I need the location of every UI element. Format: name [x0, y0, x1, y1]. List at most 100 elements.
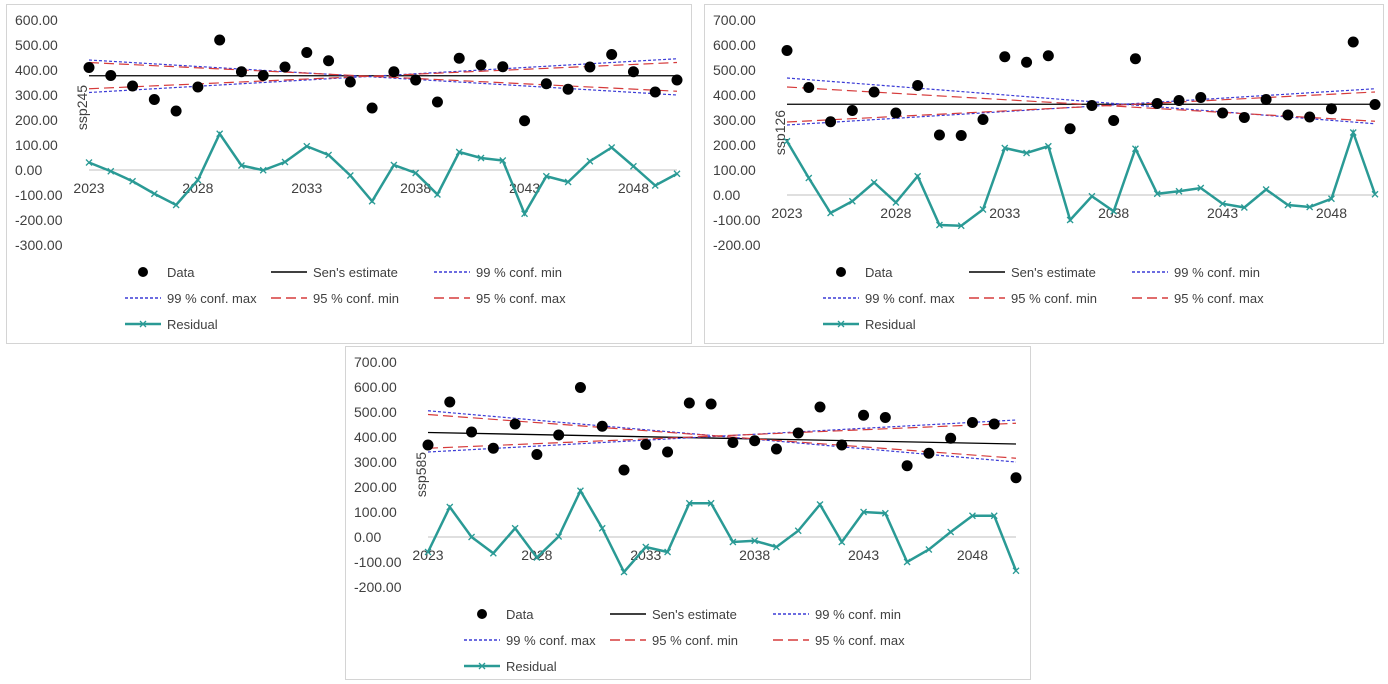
residual-marker	[489, 549, 497, 557]
residual-marker	[1349, 129, 1357, 136]
y-tick-label: 400.00	[713, 87, 756, 103]
residual-marker	[455, 148, 463, 156]
data-point	[1021, 56, 1033, 68]
y-tick-label: 400.00	[354, 429, 397, 445]
residual-marker	[1012, 567, 1020, 575]
residual-marker	[555, 533, 563, 540]
data-point	[1064, 123, 1076, 135]
conf99-max-line	[786, 77, 1376, 125]
residual-marker	[629, 162, 637, 170]
data-point	[781, 45, 793, 56]
chart-panel-ssp585: 700.00 600.00 500.00 400.00 300.00 200.00 100.…	[345, 346, 1031, 684]
data-point	[562, 83, 574, 95]
y-tick-label: 200.00	[15, 112, 58, 128]
chart-panel-ssp245: 600.00 500.00 400.00 300.00 200.00 100.00 0.00…	[6, 4, 692, 344]
residual-marker	[935, 221, 943, 229]
residual-marker	[1219, 200, 1227, 208]
residual-marker	[477, 154, 485, 162]
residual-marker	[1240, 204, 1248, 211]
y-tick-label: 700.00	[354, 354, 397, 370]
legend-conf95-min-label: 95 % conf. min	[313, 291, 399, 306]
x-tick-label: 2028	[880, 205, 911, 221]
residual-marker	[368, 197, 376, 205]
residual-marker	[838, 538, 846, 546]
data-point	[431, 96, 443, 108]
data-point	[410, 74, 422, 86]
x-tick-label: 2038	[739, 547, 770, 563]
y-tick-label: -100.00	[15, 187, 63, 203]
legend-conf99-min-label: 99 % conf. min	[815, 607, 901, 622]
data-point	[475, 59, 487, 71]
legend-data-label: Data	[506, 607, 534, 622]
y-tick-label: 0.00	[713, 187, 740, 203]
residual-marker	[914, 172, 922, 180]
conf95-min-line	[786, 91, 1376, 123]
residual-marker	[947, 528, 955, 536]
data-point	[235, 66, 247, 78]
legend-residual-marker	[837, 320, 845, 328]
residual-marker	[707, 499, 715, 507]
residual-marker	[1066, 216, 1074, 224]
legend-data-symbol	[477, 609, 487, 619]
data-point	[868, 86, 880, 98]
data-point	[858, 409, 870, 421]
chart-ssp245: 600.00 500.00 400.00 300.00 200.00 100.00 0.00…	[15, 12, 683, 342]
data-point	[279, 61, 291, 73]
residual-marker	[499, 157, 507, 164]
residual-marker	[1175, 187, 1183, 195]
residual-marker	[729, 538, 737, 546]
residual-marker	[608, 144, 616, 151]
data-point	[846, 105, 858, 116]
data-point	[727, 437, 739, 448]
residual-marker	[1262, 186, 1270, 193]
residual-marker	[794, 527, 802, 535]
data-point	[890, 107, 902, 119]
residual-marker	[892, 199, 900, 206]
legend-residual-label: Residual	[506, 659, 557, 674]
residual-marker	[673, 170, 681, 178]
data-point	[901, 460, 913, 472]
data-point	[466, 426, 478, 438]
data-point	[955, 130, 967, 141]
legend-residual-label: Residual	[167, 317, 218, 332]
x-tick-label: 2023	[412, 547, 443, 563]
chart-ssp126: 700.00 600.00 500.00 400.00 300.00 200.00 100.…	[713, 12, 1381, 342]
data-point	[444, 396, 456, 408]
data-point	[879, 412, 891, 423]
y-tick-label: 300.00	[15, 87, 58, 103]
residual-marker	[805, 174, 813, 182]
data-point	[553, 429, 565, 441]
residual-marker	[446, 503, 454, 511]
y-tick-label: 200.00	[354, 479, 397, 495]
x-tick-label: 2038	[400, 180, 431, 196]
residual-marker	[346, 172, 354, 179]
residual-marker	[598, 524, 606, 532]
residual-marker	[783, 137, 791, 145]
residual-marker	[881, 509, 889, 517]
y-tick-label: 300.00	[713, 112, 756, 128]
data-point	[1151, 98, 1163, 109]
residual-line	[88, 131, 678, 217]
conf95-min-line	[427, 422, 1017, 449]
data-point	[519, 115, 531, 127]
residual-marker	[1197, 184, 1205, 192]
residual-marker	[925, 546, 933, 553]
residual-marker	[1023, 149, 1031, 157]
residual-marker	[816, 501, 824, 508]
x-tick-label: 2033	[291, 180, 322, 196]
y-axis-label: ssp585	[413, 452, 429, 497]
y-tick-label: -200.00	[713, 237, 761, 253]
data-point	[540, 78, 552, 90]
y-tick-label: 400.00	[15, 62, 58, 78]
legend-conf95-max-label: 95 % conf. max	[476, 291, 566, 306]
residual-marker	[85, 159, 93, 166]
residual-marker	[979, 206, 987, 213]
residual-marker	[424, 548, 432, 556]
residual-marker	[664, 548, 672, 556]
conf99-max-line	[88, 59, 678, 96]
sen-estimate-line	[427, 431, 1017, 445]
data-point	[574, 382, 586, 393]
y-tick-label: 600.00	[354, 379, 397, 395]
legend-sen-label: Sen's estimate	[1011, 265, 1096, 280]
data-point	[105, 70, 117, 81]
